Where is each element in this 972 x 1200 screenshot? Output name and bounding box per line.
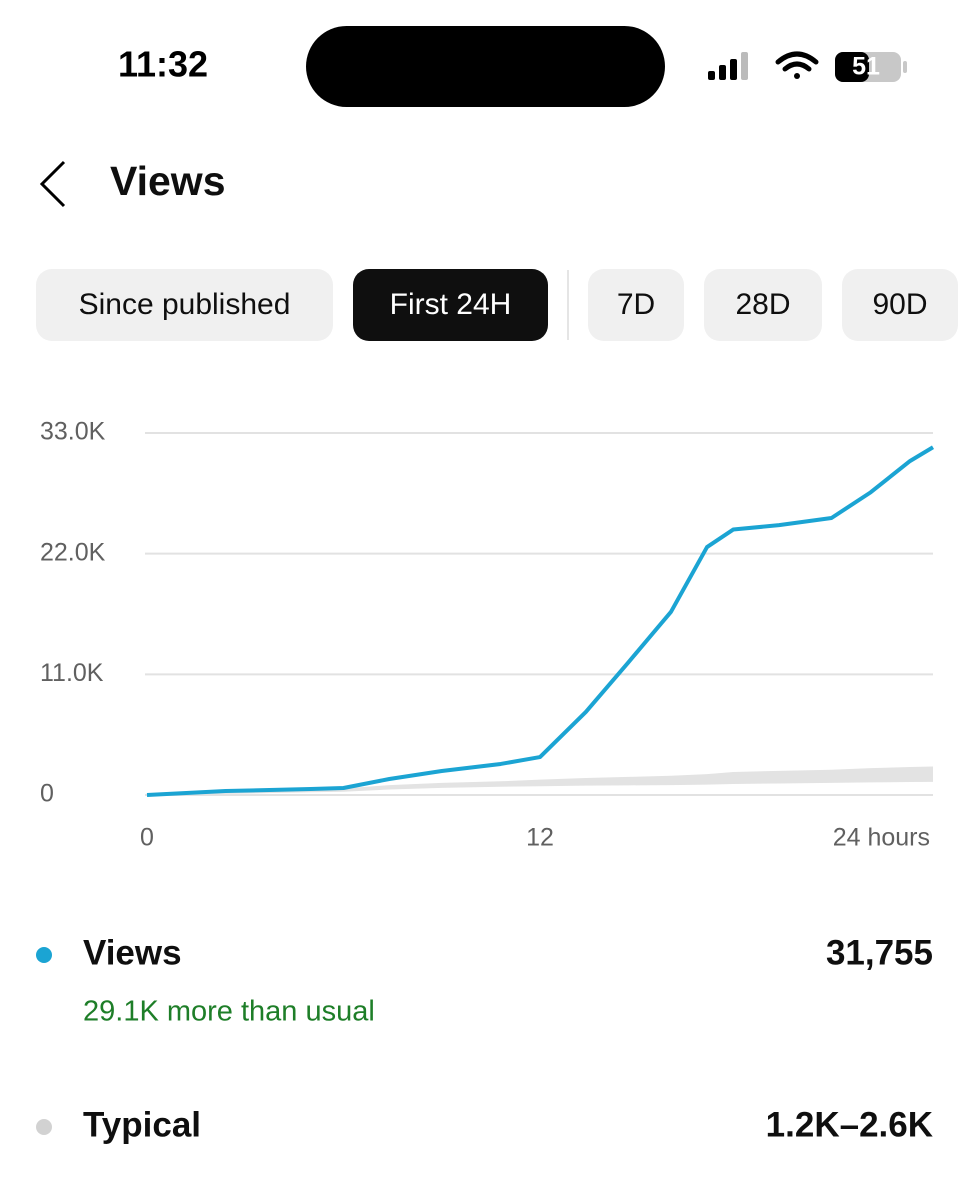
legend-name: Views (83, 933, 182, 972)
status-time: 11:32 (118, 44, 208, 85)
dynamic-island (306, 26, 665, 107)
tab-label: First 24H (390, 288, 512, 321)
page-title: Views (110, 158, 226, 204)
legend-dot (36, 947, 52, 963)
battery-level: 51 (852, 53, 880, 81)
battery-icon: 51 (835, 52, 907, 82)
y-tick-label: 0 (40, 780, 54, 808)
tab-label: Since published (79, 288, 291, 321)
tab[interactable] (704, 269, 822, 341)
y-tick-label: 33.0K (40, 418, 106, 446)
x-tick-label: 12 (526, 824, 554, 852)
legend-dot (36, 1119, 52, 1135)
back-button[interactable] (39, 160, 66, 208)
summary-value: 31,755 (826, 933, 933, 972)
wifi-icon (775, 51, 819, 79)
tab[interactable] (588, 269, 684, 341)
tab[interactable] (842, 269, 958, 341)
x-tick-label: 24 hours (833, 824, 930, 852)
x-tick-label: 0 (140, 824, 154, 852)
summary-note: 29.1K more than usual (83, 996, 375, 1028)
y-tick-label: 11.0K (40, 659, 104, 687)
y-tick-label: 22.0K (40, 538, 106, 566)
signal-icon (708, 52, 748, 80)
tab-label: 90D (872, 288, 927, 321)
typical-band (147, 766, 933, 795)
tab-label: 28D (735, 288, 790, 321)
tab[interactable] (36, 269, 333, 341)
tab-label: 7D (617, 288, 655, 321)
legend-name: Typical (83, 1105, 201, 1144)
tab[interactable] (353, 269, 548, 341)
views-line (146, 445, 935, 797)
summary-value: 1.2K–2.6K (766, 1105, 933, 1144)
